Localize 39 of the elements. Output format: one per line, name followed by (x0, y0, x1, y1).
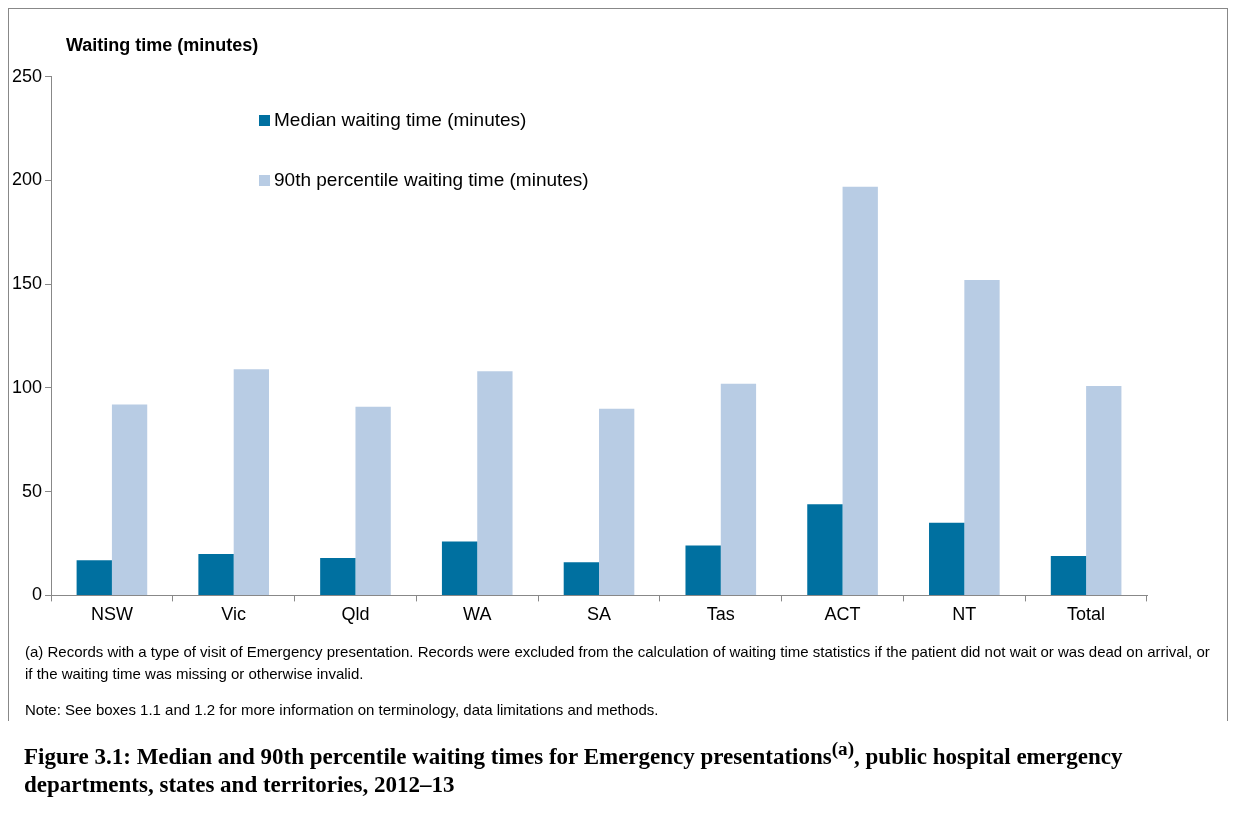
bar (807, 504, 843, 595)
x-tick-label: Vic (221, 604, 247, 625)
bar (355, 406, 391, 595)
bar (111, 404, 148, 595)
x-tick-label: Qld (341, 604, 370, 625)
bar (320, 558, 356, 595)
bar (599, 408, 635, 595)
bar (842, 186, 878, 595)
legend-label: 90th percentile waiting time (minutes) (274, 169, 589, 191)
y-tick-label: 0 (32, 584, 43, 605)
y-tick-label: 250 (11, 65, 43, 86)
chart-title: Figure 3.1: Median and 90th percentile waiting times for Emergency presentations$^{(a)}$, public hospital emergency departments, states and territories, 2012–13 (24, 738, 1123, 797)
bar (441, 541, 478, 595)
bar (685, 545, 721, 595)
y-tick-label: 150 (11, 273, 43, 294)
y-tick-label: 200 (11, 169, 43, 190)
x-tick-label: Tas (706, 604, 735, 625)
bar (76, 560, 112, 595)
bar (720, 383, 757, 595)
x-tick-label: NT (952, 604, 977, 625)
x-tick-label: NSW (90, 604, 133, 625)
text: Note: See boxes 1.1 and 1.2 for more information on terminology, data limitations and methods. (25, 700, 660, 720)
y-tick-label: 100 (11, 376, 43, 397)
bar (477, 371, 513, 595)
text: (a) Records with a type of visit of Emergency presentation. Records were excluded from the calculation of waiting time statistics if the patient did not wait or was dead on arrival, or if the waiting time was missing or otherwise invalid. (25, 642, 1211, 684)
bar (233, 369, 270, 595)
bar (1050, 555, 1087, 595)
legend-label: Median waiting time (minutes) (274, 109, 527, 131)
bar (964, 280, 1000, 595)
bar (929, 522, 965, 595)
x-tick-label: WA (463, 604, 492, 625)
y-tick-label: 50 (22, 480, 43, 501)
x-tick-label: SA (587, 604, 612, 625)
bar (1086, 385, 1122, 595)
x-tick-label: Total (1067, 604, 1106, 625)
bar (198, 553, 234, 595)
bar (563, 562, 600, 595)
y-axis-title: Waiting time (minutes) (66, 35, 260, 57)
x-tick-label: ACT (824, 604, 861, 625)
